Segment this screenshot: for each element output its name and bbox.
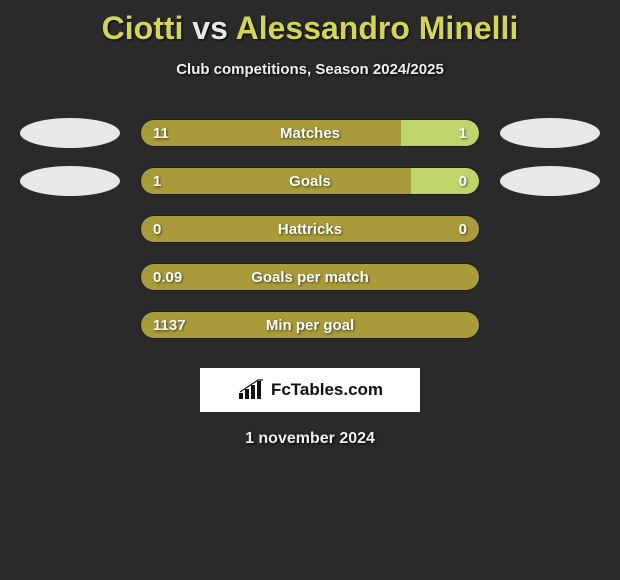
stat-bar: 111Matches <box>140 119 480 147</box>
left-value: 1137 <box>141 317 198 334</box>
stat-row: 0.09Goals per match <box>0 262 620 292</box>
stat-bar: 00Hattricks <box>140 215 480 243</box>
right-value: 0 <box>447 173 479 190</box>
stat-row: 1137Min per goal <box>0 310 620 340</box>
date-label: 1 november 2024 <box>0 430 620 448</box>
stat-row: 00Hattricks <box>0 214 620 244</box>
stat-row: 111Matches <box>0 118 620 148</box>
left-value: 0.09 <box>141 269 194 286</box>
stat-bar: 1137Min per goal <box>140 311 480 339</box>
right-value: 1 <box>447 125 479 142</box>
bar-left-segment: 1137 <box>141 312 479 338</box>
stat-row: 10Goals <box>0 166 620 196</box>
left-value: 11 <box>141 125 181 142</box>
player2-name: Alessandro Minelli <box>236 10 519 46</box>
left-value: 0 <box>141 221 173 238</box>
stat-bar: 10Goals <box>140 167 480 195</box>
player1-badge <box>20 166 120 196</box>
chart-bars-icon <box>237 379 265 401</box>
bar-left-segment: 0 <box>141 216 479 242</box>
stats-container: 111Matches10Goals00Hattricks0.09Goals pe… <box>0 118 620 340</box>
bar-left-segment: 1 <box>141 168 411 194</box>
vs-label: vs <box>192 10 228 46</box>
left-value: 1 <box>141 173 173 190</box>
player2-badge <box>500 166 600 196</box>
player2-badge <box>500 118 600 148</box>
bar-right-segment: 1 <box>401 120 479 146</box>
fctables-logo[interactable]: FcTables.com <box>200 368 420 412</box>
comparison-title: Ciotti vs Alessandro Minelli <box>0 0 620 47</box>
player1-name: Ciotti <box>102 10 184 46</box>
bar-right-segment: 0 <box>411 168 479 194</box>
brand-text: FcTables.com <box>271 380 383 400</box>
stat-bar: 0.09Goals per match <box>140 263 480 291</box>
bar-left-segment: 0.09 <box>141 264 479 290</box>
subtitle: Club competitions, Season 2024/2025 <box>0 61 620 78</box>
right-value: 0 <box>447 221 479 238</box>
bar-left-segment: 11 <box>141 120 401 146</box>
player1-badge <box>20 118 120 148</box>
